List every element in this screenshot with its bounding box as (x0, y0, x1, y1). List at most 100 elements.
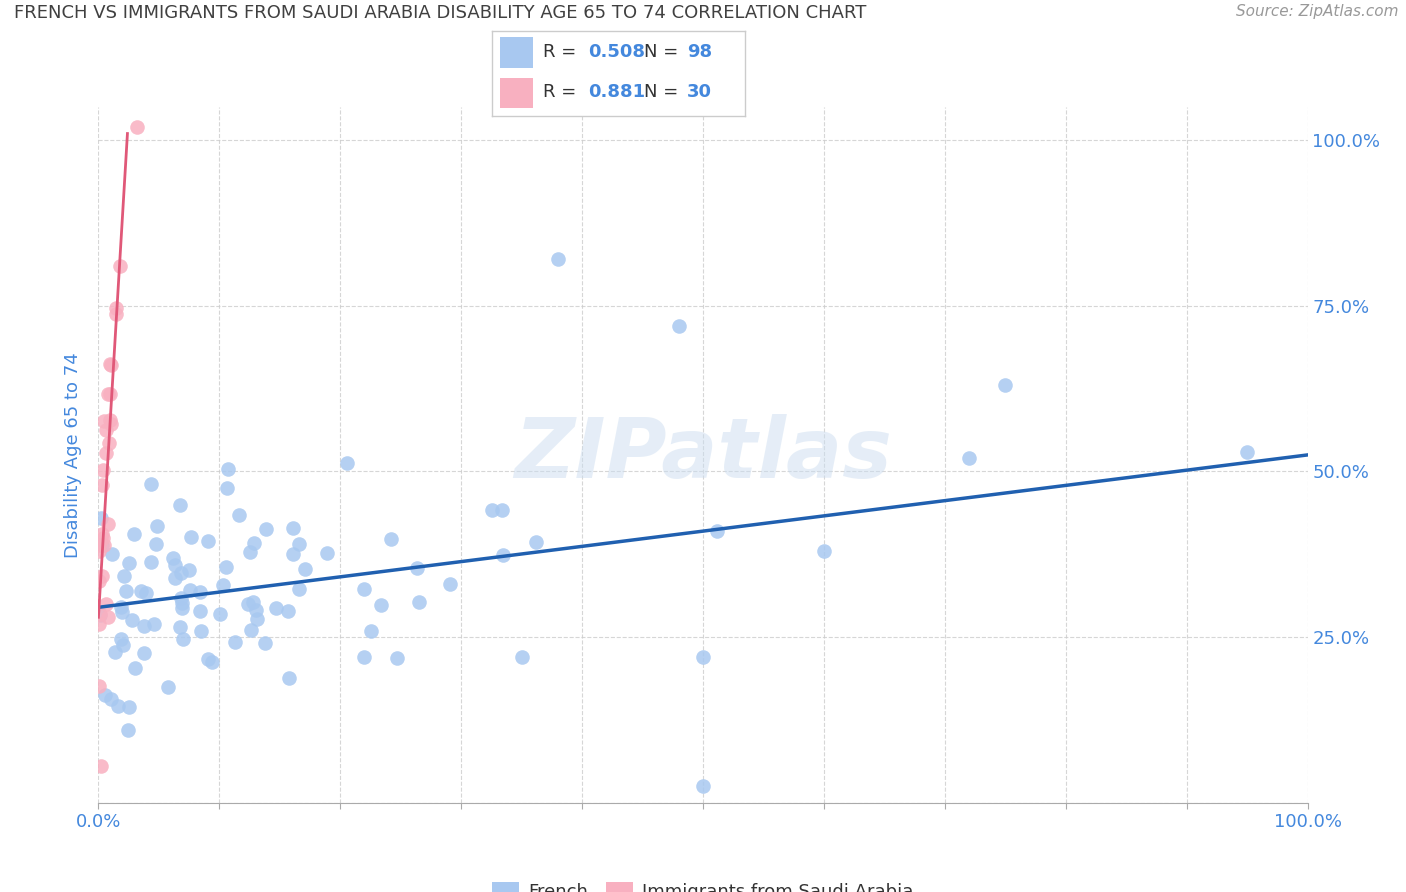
Text: 0.508: 0.508 (588, 44, 645, 62)
French (112, 569, 135, 583)
French (110, 599, 132, 614)
French (131, 584, 153, 599)
French (122, 527, 145, 541)
French (190, 624, 212, 639)
French (110, 632, 132, 646)
French (813, 544, 835, 558)
French (197, 534, 219, 549)
Text: ZIPatlas: ZIPatlas (515, 415, 891, 495)
French (264, 601, 287, 615)
French (481, 503, 503, 517)
Immigrants from Saudi Arabia (100, 417, 122, 432)
French (408, 595, 430, 609)
French (188, 605, 211, 619)
French (246, 612, 269, 626)
Immigrants from Saudi Arabia (87, 574, 110, 588)
French (197, 651, 219, 665)
French (245, 603, 267, 617)
Immigrants from Saudi Arabia (91, 569, 114, 583)
French (288, 537, 311, 551)
French (134, 647, 156, 661)
Bar (499, 78, 533, 108)
French (547, 252, 569, 267)
French (353, 582, 375, 597)
French (170, 596, 193, 610)
French (217, 462, 239, 476)
French (224, 635, 246, 649)
Immigrants from Saudi Arabia (98, 387, 121, 401)
French (491, 548, 513, 562)
French (101, 547, 124, 561)
French (294, 562, 316, 576)
French (1236, 444, 1258, 458)
French (253, 635, 276, 649)
Immigrants from Saudi Arabia (93, 538, 115, 552)
French (243, 536, 266, 550)
French (142, 616, 165, 631)
French (201, 655, 224, 669)
Immigrants from Saudi Arabia (91, 463, 114, 477)
Immigrants from Saudi Arabia (98, 413, 121, 427)
Immigrants from Saudi Arabia (89, 607, 111, 621)
Immigrants from Saudi Arabia (91, 531, 114, 545)
French (239, 545, 262, 559)
French (288, 582, 311, 596)
French (163, 571, 186, 585)
French (157, 680, 180, 694)
French (994, 378, 1017, 392)
French (163, 558, 186, 572)
French (277, 671, 299, 685)
French (668, 318, 690, 333)
Immigrants from Saudi Arabia (105, 301, 128, 316)
French (524, 534, 547, 549)
Text: R =: R = (543, 83, 582, 101)
Text: FRENCH VS IMMIGRANTS FROM SAUDI ARABIA DISABILITY AGE 65 TO 74 CORRELATION CHART: FRENCH VS IMMIGRANTS FROM SAUDI ARABIA D… (14, 4, 866, 22)
Immigrants from Saudi Arabia (108, 260, 131, 274)
French (139, 555, 162, 569)
French (117, 723, 139, 738)
French (277, 604, 299, 618)
Text: Source: ZipAtlas.com: Source: ZipAtlas.com (1236, 4, 1399, 20)
French (706, 524, 728, 538)
French (162, 551, 184, 566)
Immigrants from Saudi Arabia (87, 538, 110, 552)
French (370, 598, 392, 612)
French (177, 563, 200, 577)
Immigrants from Saudi Arabia (94, 446, 117, 460)
French (405, 561, 427, 575)
French (692, 650, 714, 665)
French (281, 547, 304, 561)
French (254, 522, 277, 536)
French (107, 699, 129, 714)
French (118, 700, 141, 714)
French (115, 584, 138, 599)
French (353, 650, 375, 665)
French (145, 537, 167, 551)
French (169, 620, 191, 634)
French (692, 779, 714, 793)
Immigrants from Saudi Arabia (93, 414, 115, 428)
French (124, 661, 146, 675)
French (170, 591, 193, 605)
French (315, 546, 337, 560)
Immigrants from Saudi Arabia (90, 759, 112, 773)
French (180, 530, 202, 544)
French (228, 508, 250, 523)
French (104, 645, 127, 659)
French (172, 600, 194, 615)
Y-axis label: Disability Age 65 to 74: Disability Age 65 to 74 (65, 352, 83, 558)
French (236, 597, 259, 611)
Text: N =: N = (644, 44, 683, 62)
Immigrants from Saudi Arabia (87, 543, 110, 558)
French (134, 619, 156, 633)
French (439, 576, 461, 591)
Text: 30: 30 (688, 83, 711, 101)
French (510, 650, 533, 665)
Immigrants from Saudi Arabia (94, 597, 117, 611)
French (90, 511, 112, 525)
French (111, 638, 134, 652)
Immigrants from Saudi Arabia (97, 610, 120, 624)
Text: 98: 98 (688, 44, 711, 62)
French (118, 556, 141, 570)
French (283, 520, 305, 534)
